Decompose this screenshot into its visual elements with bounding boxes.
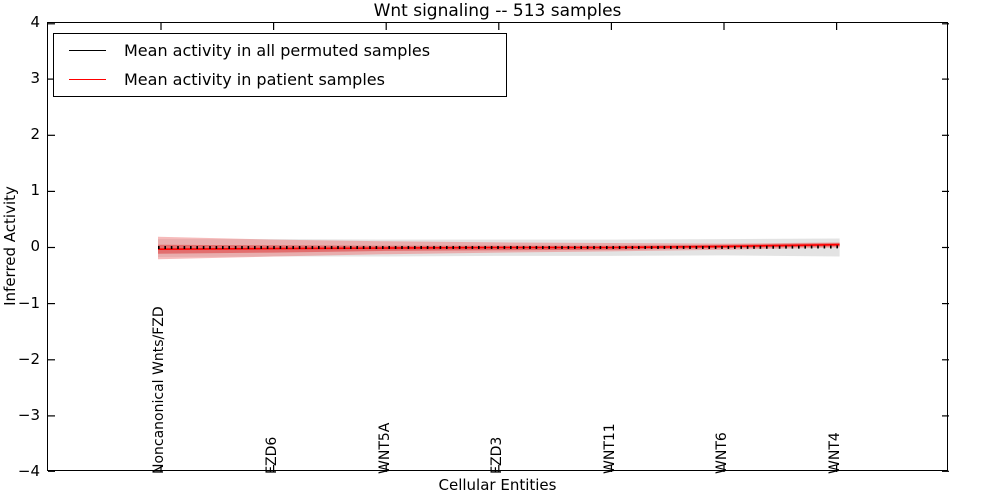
legend: Mean activity in all permuted samples Me… bbox=[53, 33, 507, 97]
xtick-label: WNT5A bbox=[377, 422, 393, 474]
chart-canvas bbox=[48, 23, 949, 472]
ytick-label: −1 bbox=[17, 294, 40, 312]
xtick-label: FZD3 bbox=[489, 436, 505, 474]
legend-item-patient: Mean activity in patient samples bbox=[54, 67, 506, 93]
legend-line-black-icon bbox=[69, 50, 106, 51]
ytick-label: −4 bbox=[17, 462, 40, 480]
legend-label: Mean activity in all permuted samples bbox=[124, 41, 431, 60]
legend-line-red-icon bbox=[69, 79, 106, 80]
series-line bbox=[158, 245, 840, 249]
ytick-label: 3 bbox=[30, 69, 40, 87]
xtick-label: WNT6 bbox=[714, 432, 730, 474]
ytick-label: 4 bbox=[30, 13, 40, 31]
axis-ticks bbox=[48, 23, 949, 472]
ytick-label: 1 bbox=[30, 181, 40, 199]
ytick-label: 0 bbox=[30, 237, 40, 255]
xtick-label: WNT4 bbox=[827, 432, 843, 474]
ytick-label: 2 bbox=[30, 125, 40, 143]
xtick-label: WNT11 bbox=[602, 423, 618, 474]
x-axis-label: Cellular Entities bbox=[438, 476, 557, 494]
legend-label: Mean activity in patient samples bbox=[124, 70, 385, 89]
legend-item-permuted: Mean activity in all permuted samples bbox=[54, 38, 506, 64]
ytick-label: −3 bbox=[17, 406, 40, 424]
ytick-label: −2 bbox=[17, 350, 40, 368]
xtick-label: Noncanonical Wnts/FZD bbox=[151, 306, 167, 474]
chart-title: Wnt signaling -- 513 samples bbox=[373, 1, 622, 21]
xtick-label: FZD6 bbox=[264, 436, 280, 474]
